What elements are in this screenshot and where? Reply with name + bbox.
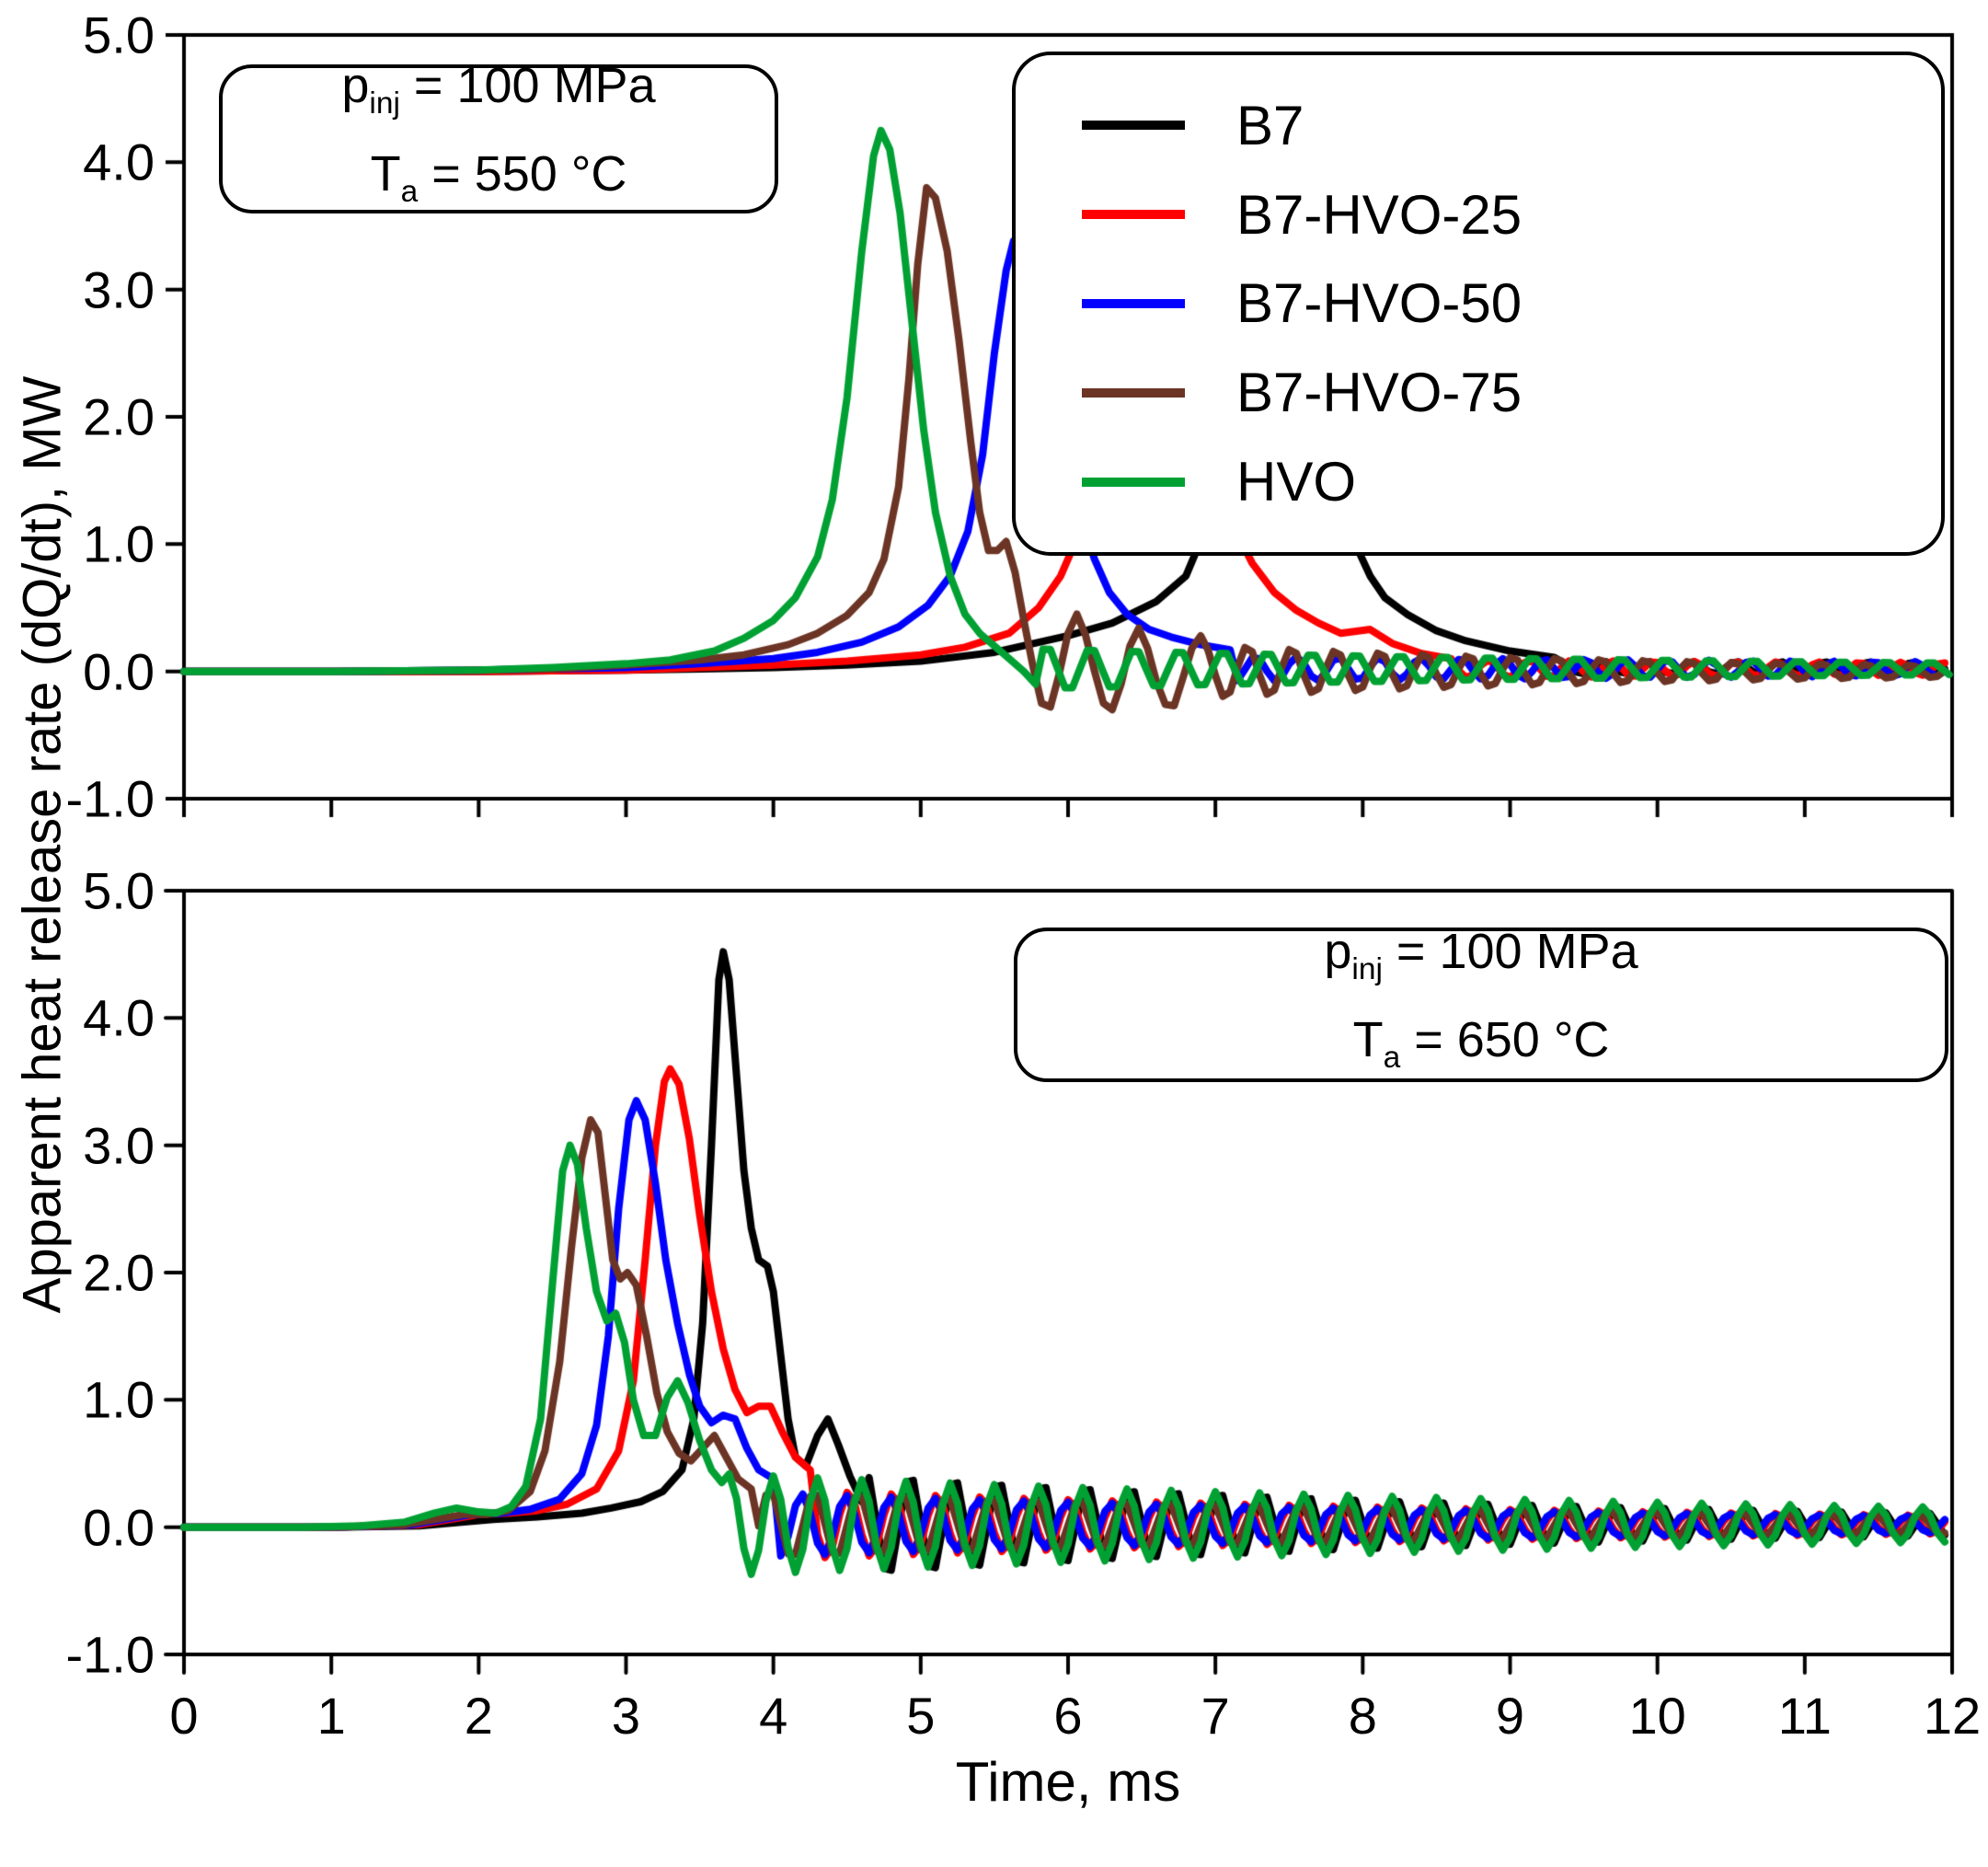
legend-line-swatch — [1082, 121, 1185, 131]
legend: B7 B7-HVO-25 B7-HVO-50 B7-HVO-75 HVO — [1012, 52, 1945, 556]
legend-line-swatch — [1082, 387, 1185, 398]
p-symbol: p — [1324, 924, 1352, 980]
p-value: = 100 MPa — [399, 58, 656, 114]
legend-item-B7-HVO-25: B7-HVO-25 — [1016, 183, 1941, 247]
p-subscript: inj — [1351, 952, 1383, 986]
t-value: = 650 °C — [1400, 1012, 1610, 1067]
t-subscript: a — [400, 174, 419, 209]
t-subscript: a — [1383, 1040, 1401, 1075]
condition-box-650C: pinj = 100 MPa Ta = 650 °C — [1014, 924, 1948, 1082]
condition-box-550C: pinj = 100 MPa Ta = 550 °C — [219, 58, 778, 213]
legend-label: HVO — [1236, 451, 1357, 513]
ambient-temperature-label-650C: Ta = 650 °C — [1353, 1005, 1610, 1093]
p-value: = 100 MPa — [1382, 924, 1638, 980]
injection-pressure-label-550C: pinj = 100 MPa — [341, 51, 655, 139]
p-subscript: inj — [369, 86, 400, 121]
legend-line-swatch — [1082, 210, 1185, 220]
t-symbol: T — [1352, 1012, 1384, 1067]
t-symbol: T — [370, 146, 401, 202]
legend-line-swatch — [1082, 477, 1185, 487]
x-axis-title: Time, ms — [955, 1751, 1181, 1813]
legend-label: B7-HVO-25 — [1236, 183, 1523, 246]
injection-pressure-label-650C: pinj = 100 MPa — [1324, 916, 1638, 1005]
legend-line-swatch — [1082, 298, 1185, 308]
legend-label: B7 — [1236, 94, 1304, 156]
p-symbol: p — [341, 58, 370, 114]
y-axis-title: Apparent heat release rate (dQ/dt), MW — [12, 375, 73, 1314]
legend-item-B7-HVO-50: B7-HVO-50 — [1016, 271, 1941, 335]
legend-item-B7: B7 — [1016, 94, 1941, 157]
legend-label: B7-HVO-50 — [1236, 272, 1523, 335]
legend-label: B7-HVO-75 — [1236, 362, 1523, 424]
legend-item-B7-HVO-75: B7-HVO-75 — [1016, 361, 1941, 424]
ambient-temperature-label-550C: Ta = 550 °C — [371, 139, 627, 227]
t-value: = 550 °C — [418, 146, 627, 202]
legend-item-HVO: HVO — [1016, 450, 1941, 513]
